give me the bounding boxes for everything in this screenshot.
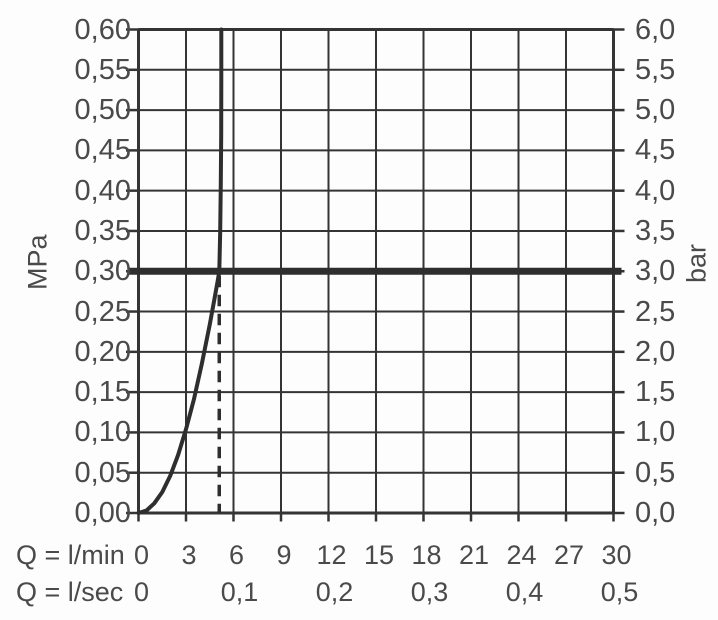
x-lmin-tick-label: 30 xyxy=(601,540,632,570)
x-lmin-tick-label: 9 xyxy=(276,540,292,570)
y-right-tick-label: 5,5 xyxy=(635,53,676,86)
y-left-tick-label: 0,40 xyxy=(74,174,131,207)
y-right-tick-label: 5,0 xyxy=(635,94,676,127)
y-right-tick-label: 4,0 xyxy=(635,174,676,207)
y-right-tick-label: 0,5 xyxy=(635,456,676,489)
y-left-tick-label: 0,05 xyxy=(74,456,131,489)
x-lmin-tick-label: 18 xyxy=(411,540,442,570)
y-left-tick-label: 0,35 xyxy=(74,214,131,247)
x-lmin-tick-label: 21 xyxy=(458,540,490,570)
x-lmin-tick-label: 6 xyxy=(228,540,245,570)
y-left-tick-label: 0,45 xyxy=(74,134,131,167)
x-secondary-axis-title: Q = l/sec xyxy=(16,577,124,607)
y-left-tick-label: 0,25 xyxy=(74,295,131,328)
y-left-tick-label: 0,50 xyxy=(74,94,131,127)
y-right-tick-label: 4,5 xyxy=(635,134,676,167)
x-lmin-tick-label: 12 xyxy=(316,540,347,570)
x-lsec-tick-label: 0,3 xyxy=(410,577,449,607)
y-left-tick-label: 0,15 xyxy=(74,376,131,409)
y-right-tick-label: 1,0 xyxy=(635,416,676,449)
y-right-tick-label: 1,5 xyxy=(635,376,676,409)
y-left-tick-label: 0,55 xyxy=(74,53,131,86)
x-lmin-tick-label: 27 xyxy=(553,540,585,570)
y-right-tick-label: 0,0 xyxy=(635,497,676,529)
x-lsec-tick-label: 0,4 xyxy=(505,577,544,607)
x-lsec-tick-label: 0,5 xyxy=(600,577,639,607)
y-right-tick-label: 6,0 xyxy=(635,13,676,46)
x-lsec-tick-label: 0 xyxy=(133,577,150,607)
y-left-tick-label: 0,60 xyxy=(74,13,131,46)
x-lmin-tick-label: 15 xyxy=(363,540,395,570)
y-right-tick-label: 2,0 xyxy=(635,335,676,368)
y-right-tick-label: 3,5 xyxy=(635,214,676,247)
x-lmin-tick-label: 24 xyxy=(506,540,537,570)
x-lmin-tick-label: 0 xyxy=(133,540,150,570)
y-left-tick-label: 0,00 xyxy=(74,497,131,529)
y-right-tick-label: 2,5 xyxy=(635,295,676,328)
y-left-tick-label: 0,10 xyxy=(74,416,131,449)
x-lsec-tick-label: 0,1 xyxy=(220,577,259,607)
y-left-tick-label: 0,30 xyxy=(74,255,131,288)
x-lmin-tick-label: 3 xyxy=(181,540,197,570)
flow-curve xyxy=(136,27,224,515)
y-right-tick-label: 3,0 xyxy=(635,255,676,288)
x-primary-axis-title: Q = l/min xyxy=(16,540,125,570)
x-lsec-tick-label: 0,2 xyxy=(315,577,354,607)
y-left-tick-label: 0,20 xyxy=(74,335,131,368)
